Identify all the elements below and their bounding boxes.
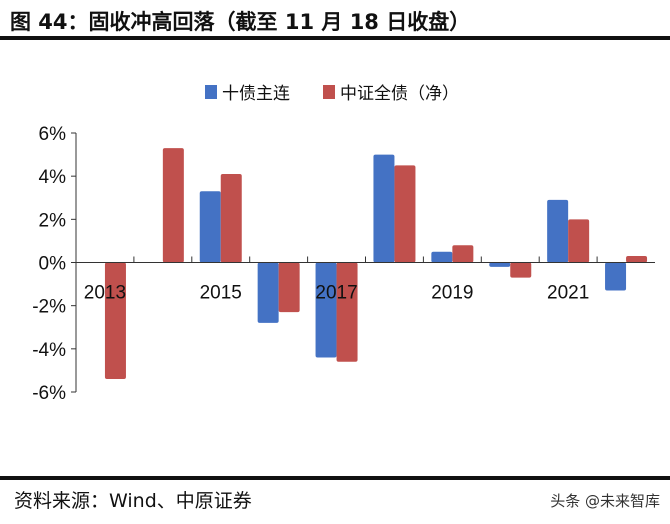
bar-1-2021	[568, 219, 590, 263]
bar-0-2019	[431, 251, 453, 263]
bar-1-2014	[162, 148, 184, 263]
watermark: 头条 @未来智库	[550, 492, 660, 510]
bar-0-2017	[315, 262, 337, 358]
x-tick-label: 2013	[84, 283, 126, 304]
bar-0-2020	[489, 262, 511, 267]
legend-label-0: 十债主连	[222, 84, 290, 104]
bar-1-2015	[220, 174, 242, 263]
y-tick-label: 2%	[39, 210, 67, 231]
bar-chart: -6% -4% -2% 0% 2% 4% 6% 2013 2015 2017 2019 2021 十债主…	[32, 84, 655, 404]
bar-0-2021	[547, 199, 569, 263]
bar-1-2016	[278, 262, 300, 313]
legend-swatch-0	[205, 85, 217, 99]
y-tick-label: -6%	[32, 383, 66, 404]
y-tick-label: 6%	[39, 124, 67, 145]
bar-0-2015	[199, 191, 221, 263]
figure-title: 图 44：固收冲高回落（截至 11 月 18 日收盘）	[10, 10, 471, 34]
legend-swatch-1	[323, 85, 335, 99]
y-tick-label: -2%	[32, 297, 66, 318]
bar-0-2018	[373, 154, 395, 263]
y-tick-label: 4%	[39, 167, 67, 188]
bar-0-2022	[605, 262, 627, 291]
x-tick-label: 2021	[547, 283, 589, 304]
legend-label-1: 中证全债（净）	[340, 84, 459, 104]
x-tick-label: 2019	[431, 283, 473, 304]
y-tick-label: -4%	[32, 340, 66, 361]
x-tick-label: 2017	[315, 283, 357, 304]
bar-1-2022	[626, 256, 648, 263]
bar-0-2016	[257, 262, 279, 323]
x-tick-label: 2015	[200, 283, 242, 304]
top-rule	[0, 36, 670, 40]
y-tick-label: 0%	[39, 254, 67, 275]
bar-1-2020	[510, 262, 532, 278]
bar-1-2013	[104, 262, 126, 380]
source-note: 资料来源：Wind、中原证券	[14, 490, 252, 512]
bottom-rule	[0, 476, 670, 480]
bar-1-2017	[336, 262, 358, 362]
bar-1-2019	[452, 245, 474, 263]
bar-1-2018	[394, 165, 416, 263]
